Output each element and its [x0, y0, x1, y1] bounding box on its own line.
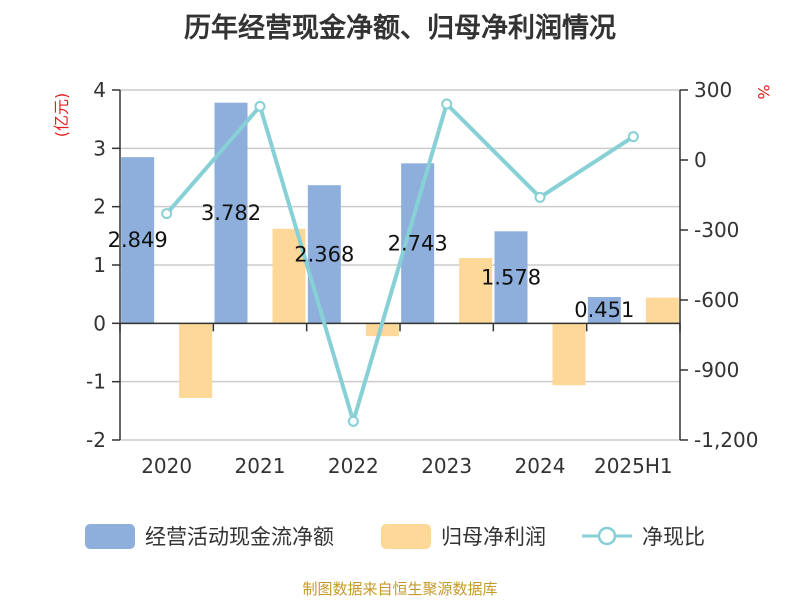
- cash-flow-data-label: 3.782: [201, 201, 261, 225]
- cash-flow-data-label: 2.743: [388, 231, 448, 255]
- y-left-tick-label: 0: [93, 311, 106, 335]
- net-cash-ratio-line: [165, 100, 635, 429]
- y-right-tick-label: -600: [694, 288, 739, 312]
- y-right-unit: %: [754, 84, 773, 99]
- net-cash-ratio-point: [161, 208, 173, 220]
- y-right-tick-label: -900: [694, 358, 739, 382]
- legend-label-net-profit: 归母净利润: [441, 525, 546, 549]
- net-cash-ratio-point: [254, 100, 266, 112]
- net-profit-bar: [459, 258, 493, 324]
- chart-title: 历年经营现金净额、归母净利润情况: [184, 13, 616, 44]
- cash-flow-data-label: 1.578: [481, 265, 541, 289]
- cash-flow-bar: [587, 297, 621, 324]
- y-left-tick-label: 4: [93, 78, 106, 102]
- cash-flow-data-label: 2.368: [294, 242, 354, 266]
- y-left-tick-label: 2: [93, 195, 106, 219]
- cash-flow-bar: [494, 231, 528, 324]
- net-cash-ratio-point: [627, 131, 639, 143]
- cash-flow-bar: [307, 185, 341, 324]
- net-profit-bar: [552, 323, 586, 386]
- y-right-tick-label: 300: [694, 78, 732, 102]
- cash-flow-data-label: 0.451: [574, 298, 634, 322]
- y-right-tick-label: 0: [694, 148, 707, 172]
- cash-flow-bar: [121, 157, 155, 324]
- net-cash-ratio-point: [441, 98, 453, 110]
- y-left-unit: (亿元): [52, 93, 71, 138]
- net-cash-ratio-point: [534, 191, 546, 203]
- x-tick-label: 2024: [515, 454, 566, 478]
- x-tick-label: 2025H1: [594, 454, 673, 478]
- net-cash-ratio-point: [347, 415, 359, 427]
- y-left-tick-label: 1: [93, 253, 106, 277]
- x-tick-label: 2023: [421, 454, 472, 478]
- y-right-tick-label: -300: [694, 218, 739, 242]
- source-note: 制图数据来自恒生聚源数据库: [302, 580, 498, 598]
- legend-label-cash-flow: 经营活动现金流净额: [145, 525, 334, 549]
- y-left-tick-label: -2: [86, 428, 106, 452]
- y-right-tick-label: -1,200: [694, 428, 758, 452]
- x-tick-label: 2021: [235, 454, 286, 478]
- x-tick-label: 2020: [141, 454, 192, 478]
- legend-swatch-net-profit: [381, 524, 431, 549]
- cash-flow-data-label: 2.849: [108, 228, 168, 252]
- y-left-tick-label: 3: [93, 136, 106, 160]
- net-profit-bar: [179, 323, 213, 398]
- net-profit-bar: [645, 297, 679, 324]
- x-tick-label: 2022: [328, 454, 379, 478]
- legend-swatch-cash-flow: [85, 524, 135, 549]
- legend-marker-net-cash-ratio: [597, 526, 617, 546]
- y-left-tick-label: -1: [86, 370, 106, 394]
- legend-label-net-cash-ratio: 净现比: [642, 525, 705, 549]
